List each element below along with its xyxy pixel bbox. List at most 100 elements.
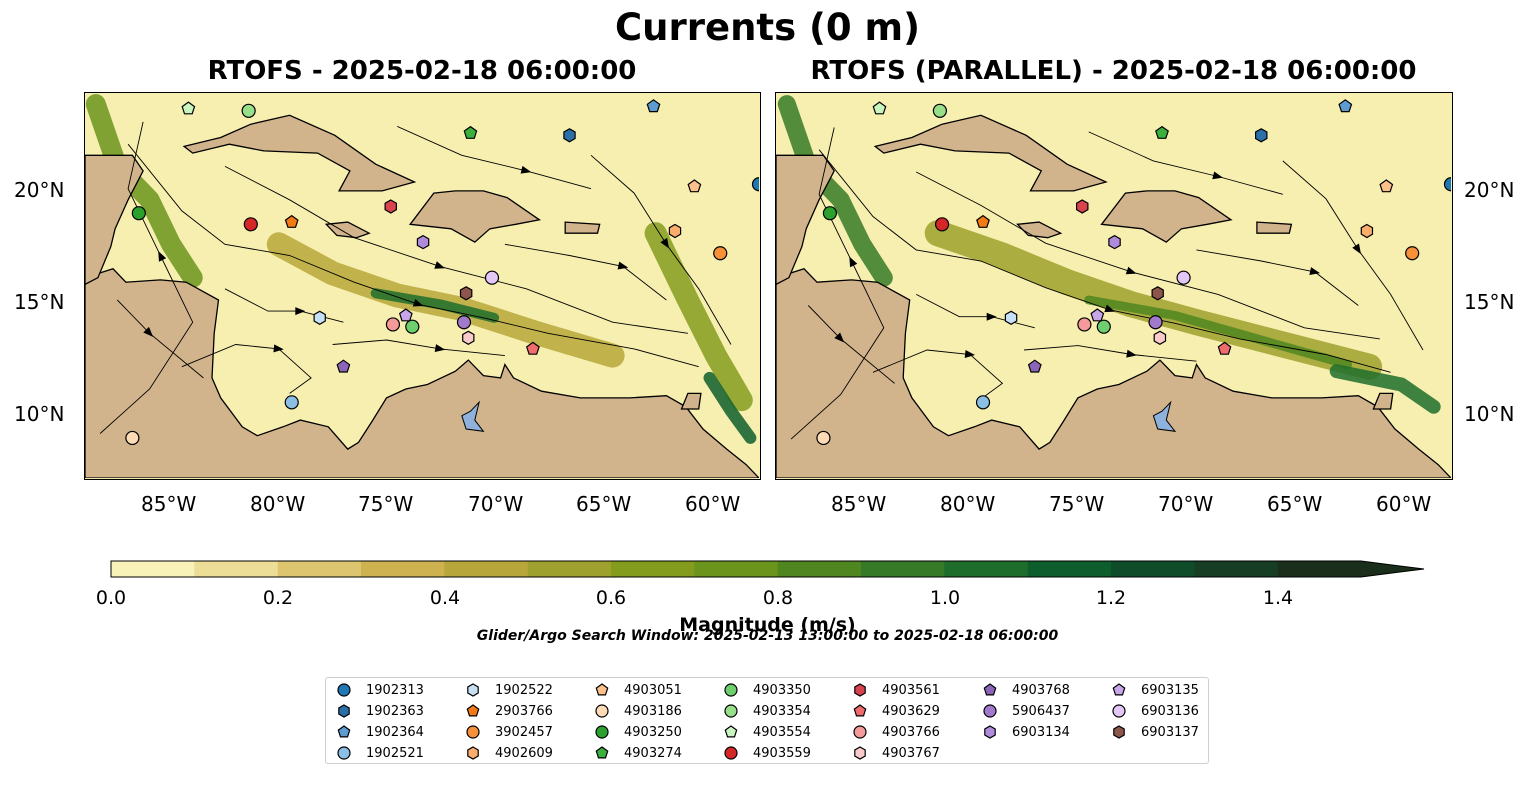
legend-label: 4903186	[624, 703, 682, 719]
float-marker-4903274	[1155, 125, 1169, 139]
pentagon-marker-icon	[595, 746, 609, 759]
streamline-arrow	[1309, 267, 1320, 276]
legend-label: 1902522	[495, 682, 553, 698]
colorbar-segment	[111, 561, 195, 577]
float-marker-3902457	[713, 246, 728, 261]
search-window-text: Glider/Argo Search Window: 2025-02-13 13…	[476, 628, 1059, 644]
float-marker-6903137	[459, 286, 473, 301]
float-marker-4903350	[1096, 319, 1111, 334]
legend-marker-4903250	[595, 725, 609, 739]
landmasses	[776, 114, 1451, 478]
float-marker-5906437	[456, 315, 472, 330]
lon-label-65w-left: 65°W	[576, 492, 632, 516]
streamline-arrow	[158, 250, 167, 262]
colorbar-segment	[361, 561, 445, 577]
land	[1256, 221, 1293, 234]
lat-label-20n-left: 20°N	[14, 178, 65, 202]
streamline-arrow	[143, 326, 154, 337]
float-marker-4903766	[385, 317, 401, 332]
fast-current-band	[1329, 364, 1441, 414]
legend-marker-6903135	[1112, 683, 1126, 696]
legend-label: 3902457	[495, 724, 553, 740]
streamline	[332, 339, 505, 357]
legend-marker-4903561	[854, 683, 866, 697]
legend-item-1902313: 1902313	[336, 680, 424, 700]
land	[1100, 190, 1233, 243]
fast-current-band	[703, 371, 757, 444]
circle-marker-icon	[724, 704, 738, 718]
left-map-panel[interactable]	[84, 92, 761, 480]
float-marker-6903134	[416, 234, 430, 250]
legend-marker-3902457	[466, 725, 480, 739]
colorbar-segment	[527, 561, 612, 577]
lon-label-75w-left: 75°W	[358, 492, 414, 516]
circle-marker-icon	[853, 725, 867, 739]
colorbar-tick-3: 0.6	[595, 587, 627, 609]
pentagon-marker-icon	[853, 704, 867, 717]
colorbar-extend-arrow	[1361, 561, 1424, 577]
circle-marker-icon	[466, 725, 480, 739]
land	[873, 114, 1108, 192]
colorbar-tick-2: 0.4	[429, 587, 461, 609]
streamline	[127, 143, 699, 368]
colorbar-segment	[694, 561, 779, 577]
lon-label-60w-left: 60°W	[685, 492, 741, 516]
land	[182, 114, 417, 192]
colorbar-segment	[1111, 561, 1195, 577]
left-currents-map	[85, 93, 759, 478]
lon-label-80w-right: 80°W	[940, 492, 996, 516]
hexagon-marker-icon	[1113, 725, 1125, 739]
legend-item-4903051: 4903051	[594, 680, 682, 700]
legend-item-4902609: 4902609	[465, 743, 553, 763]
float-marker-4903554	[872, 101, 887, 115]
legend-item-1902364: 1902364	[336, 722, 424, 742]
legend-label: 6903134	[1012, 724, 1070, 740]
streamline-arrow	[434, 261, 446, 269]
legend-marker-4903051	[595, 683, 609, 696]
legend-item-6903135: 6903135	[1111, 680, 1199, 700]
float-marker-4903768	[336, 359, 351, 373]
colorbar-segment	[1194, 561, 1279, 577]
float-marker-4903186	[125, 430, 140, 446]
legend-label: 4903051	[624, 682, 682, 698]
fast-current-band	[1084, 295, 1352, 369]
float-marker-1902521	[284, 395, 299, 410]
lon-label-60w-right: 60°W	[1376, 492, 1432, 516]
streamline-arrow	[1125, 266, 1137, 275]
legend-item-4903766: 4903766	[852, 722, 940, 742]
colorbar-segment	[194, 561, 279, 577]
pentagon-marker-icon	[1112, 683, 1126, 696]
streamline-arrow	[849, 256, 858, 268]
streamline	[1088, 131, 1283, 195]
lon-label-85w-right: 85°W	[831, 492, 887, 516]
legend-marker-4903629	[853, 704, 867, 717]
colorbar-outline	[110, 560, 1425, 578]
float-marker-4903354	[932, 103, 947, 118]
legend-item-3902457: 3902457	[465, 722, 553, 742]
legend-label: 4903766	[882, 724, 940, 740]
legend-marker-4903559	[724, 746, 738, 760]
colorbar-label: Magnitude (m/s)	[679, 614, 856, 636]
right-map-panel[interactable]	[775, 92, 1453, 480]
legend-marker-4903274	[595, 746, 609, 759]
float-marker-4903768	[1027, 359, 1042, 373]
legend-marker-4903350	[724, 683, 738, 697]
legend-item-4903350: 4903350	[723, 680, 811, 700]
colorbar-segment	[1277, 561, 1362, 577]
float-legend: 1902313 1902363 1902364 1902521 1902522 29037…	[325, 677, 1209, 764]
streamline-arrow	[273, 344, 284, 353]
float-marker-4903629	[525, 341, 540, 355]
pentagon-marker-icon	[337, 725, 351, 738]
right-panel-title: RTOFS (PARALLEL) - 2025-02-18 06:00:00	[810, 56, 1417, 86]
legend-label: 4903767	[882, 745, 940, 761]
legend-marker-1902364	[337, 725, 351, 738]
colorbar-segment	[444, 561, 529, 577]
float-marker-4903561	[1076, 199, 1089, 214]
right-currents-map	[776, 93, 1451, 478]
legend-label: 1902363	[366, 703, 424, 719]
streamline-arrow	[617, 261, 629, 270]
float-marker-4903766	[1077, 317, 1092, 332]
float-marker-6903136	[1176, 270, 1191, 285]
legend-marker-5906437	[983, 704, 997, 718]
pentagon-marker-icon	[595, 683, 609, 696]
